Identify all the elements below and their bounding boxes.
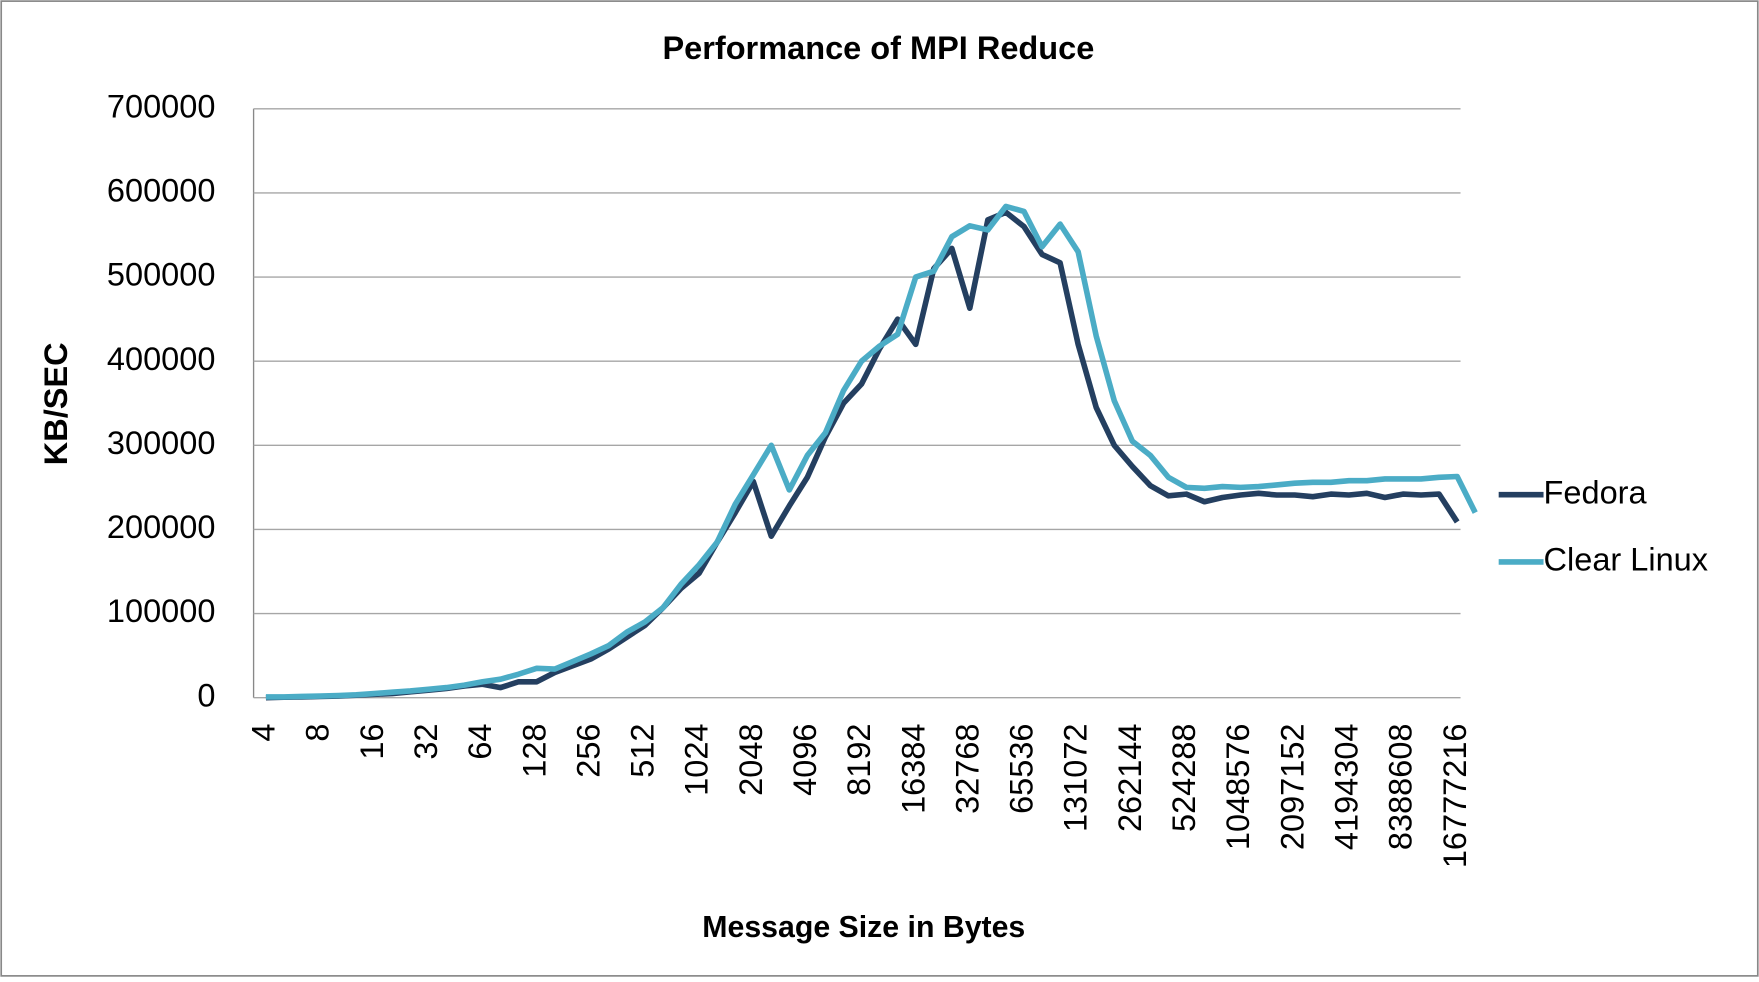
series-line [265,203,1478,700]
x-tick-label: 32768 [949,723,985,813]
legend-label: Clear Linux [1544,542,1708,578]
x-tick-label: 4194304 [1328,723,1364,850]
x-tick-label: 2048 [733,723,769,795]
chart-title: Performance of MPI Reduce [662,30,1094,66]
x-tick-label: 128 [516,723,552,777]
legend-label: Fedora [1544,474,1648,510]
x-tick-label: 524288 [1166,723,1202,832]
y-tick-label: 700000 [107,88,216,124]
x-tick-label: 1024 [679,723,715,795]
x-axis-title: Message Size in Bytes [702,911,1025,944]
y-tick-label: 0 [197,677,215,713]
x-tick-label: 131072 [1058,723,1094,832]
x-tick-label: 65536 [1004,723,1040,813]
y-tick-label: 500000 [107,257,216,293]
x-tick-label: 16777216 [1437,723,1473,868]
x-tick-label: 4 [246,723,282,741]
y-axis-title: KB/SEC [38,342,74,465]
y-tick-label: 200000 [107,509,216,545]
x-tick-label: 16384 [895,723,931,813]
x-tick-label: 8 [300,723,336,741]
y-tick-label: 100000 [107,593,216,629]
x-tick-label: 8192 [841,723,877,795]
x-tick-label: 64 [462,723,498,759]
y-tick-label: 300000 [107,425,216,461]
x-tick-label: 2097152 [1274,723,1310,850]
x-tick-label: 32 [408,723,444,759]
x-tick-label: 262144 [1112,723,1148,832]
x-tick-label: 256 [570,723,606,777]
x-tick-label: 4096 [787,723,823,795]
y-tick-label: 600000 [107,173,216,209]
y-tick-label: 400000 [107,341,216,377]
x-tick-label: 8388608 [1383,723,1419,850]
x-tick-label: 1048576 [1220,723,1256,850]
x-tick-label: 16 [354,723,390,759]
x-tick-label: 512 [625,723,661,777]
